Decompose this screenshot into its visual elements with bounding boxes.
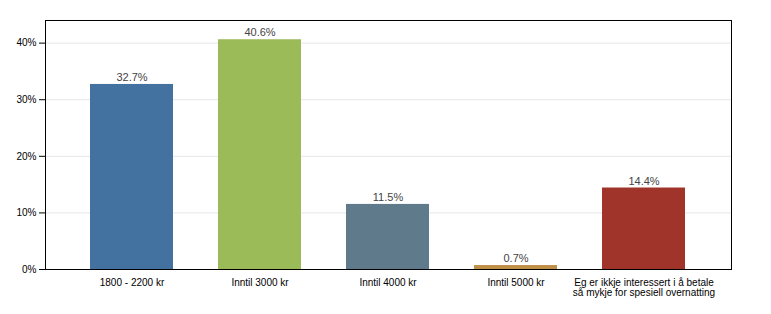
svg-text:0%: 0% xyxy=(22,264,37,275)
svg-text:10%: 10% xyxy=(16,207,36,218)
svg-text:20%: 20% xyxy=(16,151,36,162)
svg-text:14.4%: 14.4% xyxy=(628,175,659,187)
svg-text:30%: 30% xyxy=(16,94,36,105)
svg-text:11.5%: 11.5% xyxy=(373,191,404,203)
svg-text:40.6%: 40.6% xyxy=(244,26,275,38)
svg-text:Inntil 5000 kr: Inntil 5000 kr xyxy=(487,277,545,288)
svg-text:Eg er ikkje interessert i å be: Eg er ikkje interessert i å betaleså myk… xyxy=(573,277,715,298)
svg-text:0.7%: 0.7% xyxy=(503,252,528,264)
svg-text:Inntil 4000 kr: Inntil 4000 kr xyxy=(359,277,417,288)
svg-text:40%: 40% xyxy=(16,37,36,48)
svg-text:Inntil 3000 kr: Inntil 3000 kr xyxy=(231,277,289,288)
svg-text:1800 - 2200 kr: 1800 - 2200 kr xyxy=(100,277,165,288)
svg-text:32.7%: 32.7% xyxy=(116,71,147,83)
